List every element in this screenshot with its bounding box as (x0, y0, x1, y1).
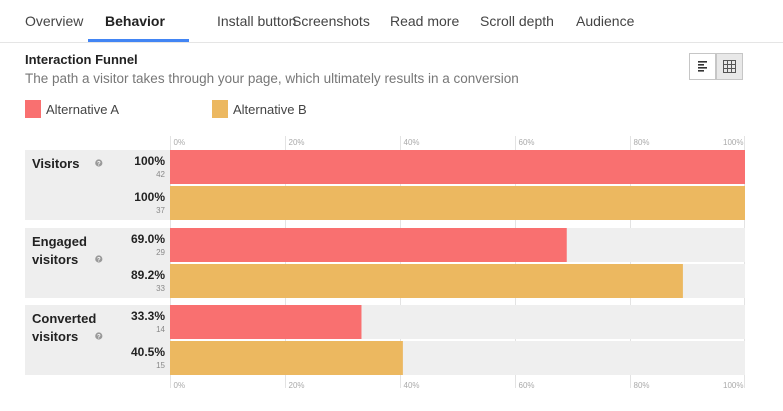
funnel-bar (170, 305, 362, 339)
tick-label: 0% (174, 138, 186, 147)
funnel-bar (170, 186, 745, 220)
legend-label-b: Alternative B (233, 102, 307, 117)
count-label: 33 (156, 284, 165, 293)
funnel-bar (170, 264, 683, 298)
tab-overview[interactable]: Overview (25, 13, 84, 29)
percent-label: 69.0% (131, 232, 165, 246)
tick-label: 20% (289, 381, 305, 390)
count-label: 15 (156, 361, 165, 370)
percent-label: 33.3% (131, 309, 165, 323)
help-icon (95, 159, 103, 167)
tick-label: 20% (289, 138, 305, 147)
tick-label: 40% (404, 381, 420, 390)
tick-label: 40% (404, 138, 420, 147)
stage-label: Visitors (32, 156, 79, 171)
help-icon-glyph: ? (97, 334, 101, 340)
percent-label: 89.2% (131, 268, 165, 282)
table-view-button[interactable] (716, 53, 743, 80)
help-icon-glyph: ? (97, 161, 101, 167)
tab-bar: Overview Behavior Install button Screens… (0, 0, 783, 43)
tab-install-button[interactable]: Install button (217, 13, 297, 29)
tick-label: 100% (723, 381, 743, 390)
legend-label-a: Alternative A (46, 102, 119, 117)
panel-subtitle: The path a visitor takes through your pa… (25, 71, 519, 86)
stage-label-background (25, 228, 170, 298)
funnel-bar (170, 341, 403, 375)
legend-swatch-a (25, 100, 41, 118)
count-label: 14 (156, 325, 165, 334)
panel-title: Interaction Funnel (25, 52, 138, 67)
funnel-bar (170, 150, 745, 184)
active-tab-indicator (88, 39, 189, 42)
percent-label: 100% (134, 190, 165, 204)
tab-screenshots[interactable]: Screenshots (292, 13, 370, 29)
help-icon (95, 332, 103, 340)
tab-scroll-depth[interactable]: Scroll depth (480, 13, 554, 29)
tick-label: 60% (519, 381, 535, 390)
stage-label: Engaged (32, 234, 87, 249)
help-icon-glyph: ? (97, 257, 101, 263)
list-view-icon (698, 61, 707, 72)
stage-label: visitors (32, 329, 78, 344)
tick-label: 0% (174, 381, 186, 390)
stage-label-background (25, 305, 170, 375)
percent-label: 40.5% (131, 345, 165, 359)
tab-audience[interactable]: Audience (576, 13, 635, 29)
tick-label: 100% (723, 138, 743, 147)
stage-label: Converted (32, 311, 96, 326)
list-view-button[interactable] (689, 53, 716, 80)
help-icon (95, 255, 103, 263)
count-label: 37 (156, 206, 165, 215)
tick-label: 80% (634, 381, 650, 390)
tab-behavior[interactable]: Behavior (105, 13, 165, 29)
tab-read-more[interactable]: Read more (390, 13, 460, 29)
count-label: 29 (156, 248, 165, 257)
tick-label: 60% (519, 138, 535, 147)
stage-label: visitors (32, 252, 78, 267)
funnel-bar (170, 228, 567, 262)
tick-label: 80% (634, 138, 650, 147)
table-view-icon (723, 60, 736, 73)
percent-label: 100% (134, 154, 165, 168)
legend-swatch-b (212, 100, 228, 118)
count-label: 42 (156, 170, 165, 179)
